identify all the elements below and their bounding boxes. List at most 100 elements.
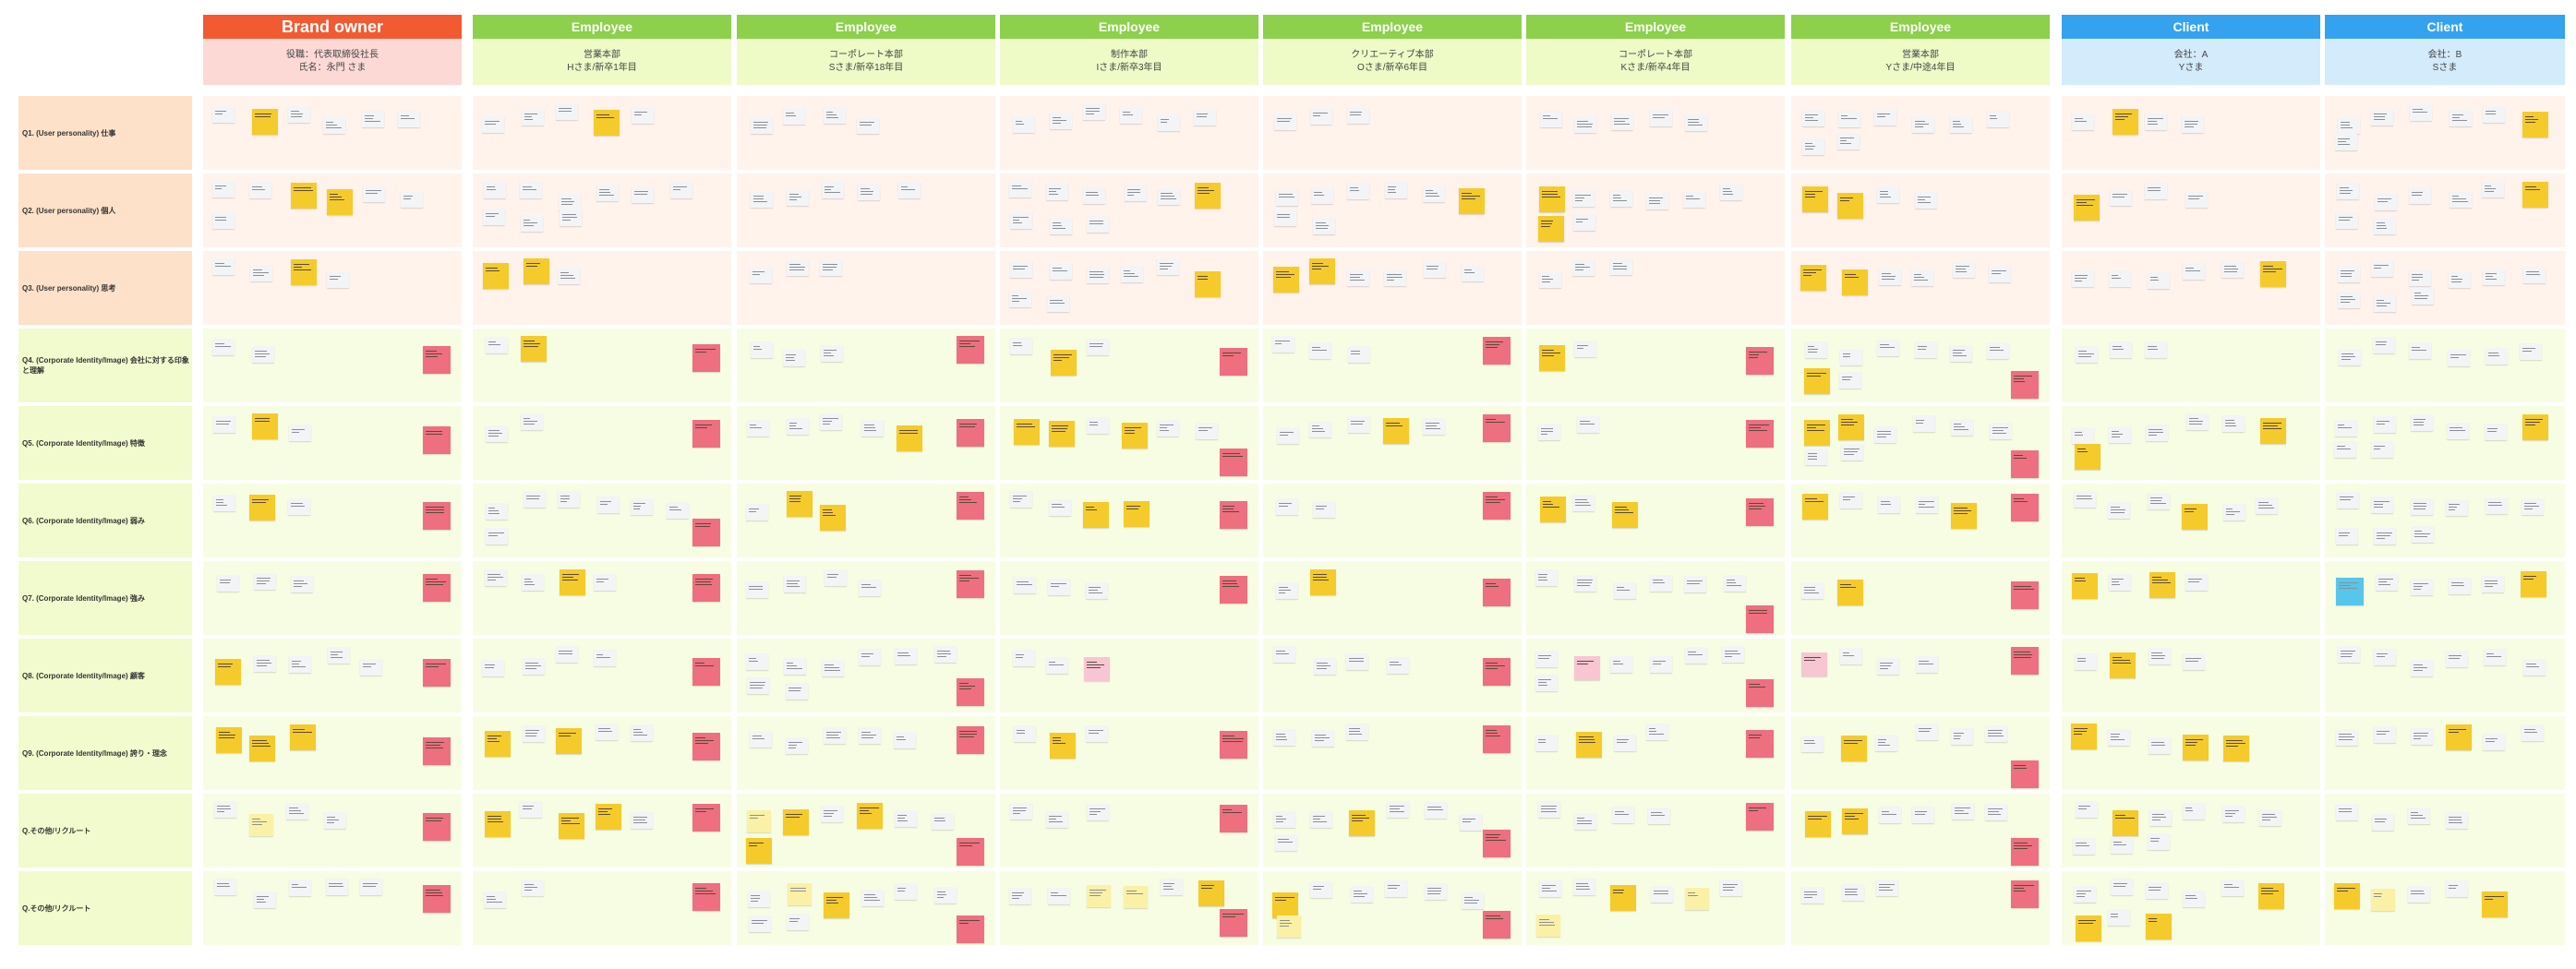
sticky-note[interactable] — [1746, 605, 1774, 633]
sticky-note[interactable] — [250, 265, 272, 281]
column-header[interactable]: Client — [2062, 15, 2320, 39]
answer-cell[interactable] — [473, 251, 731, 325]
sticky-note[interactable] — [597, 496, 620, 513]
sticky-note[interactable] — [1805, 811, 1831, 837]
answer-cell[interactable] — [1526, 484, 1785, 557]
sticky-note[interactable] — [1912, 807, 1934, 823]
sticky-note[interactable] — [1125, 185, 1147, 201]
sticky-note[interactable] — [2483, 106, 2505, 123]
sticky-note[interactable] — [2113, 109, 2138, 135]
sticky-note[interactable] — [2371, 889, 2395, 911]
sticky-note[interactable] — [2183, 803, 2205, 819]
sticky-note[interactable] — [1424, 261, 1446, 278]
sticky-note[interactable] — [254, 891, 276, 908]
sticky-note[interactable] — [1277, 427, 1299, 444]
column-header[interactable]: Client — [2325, 15, 2565, 39]
sticky-note[interactable] — [2450, 191, 2472, 208]
sticky-note[interactable] — [286, 803, 308, 819]
sticky-note[interactable] — [957, 915, 984, 943]
answer-cell[interactable] — [203, 329, 462, 402]
sticky-note[interactable] — [2523, 659, 2546, 676]
sticky-note[interactable] — [1838, 111, 1860, 127]
answer-cell[interactable] — [203, 96, 462, 170]
sticky-note[interactable] — [1950, 116, 1972, 133]
sticky-note[interactable] — [2409, 269, 2431, 286]
sticky-note[interactable] — [2336, 804, 2358, 820]
sticky-note[interactable] — [2521, 571, 2546, 597]
answer-cell[interactable] — [1263, 484, 1522, 557]
answer-cell[interactable] — [1791, 251, 2050, 325]
sticky-note[interactable] — [1574, 341, 1596, 357]
sticky-note[interactable] — [784, 576, 806, 592]
answer-cell[interactable] — [203, 639, 462, 712]
sticky-note[interactable] — [324, 812, 346, 829]
sticky-note[interactable] — [751, 341, 773, 358]
sticky-note[interactable] — [692, 344, 720, 372]
sticky-note[interactable] — [670, 182, 692, 198]
sticky-note[interactable] — [1387, 801, 1409, 818]
sticky-note[interactable] — [1801, 652, 1827, 676]
sticky-note[interactable] — [2011, 450, 2039, 478]
sticky-note[interactable] — [482, 116, 504, 133]
answer-cell[interactable] — [1263, 561, 1522, 635]
sticky-note[interactable] — [1874, 109, 1896, 126]
sticky-note[interactable] — [1050, 733, 1076, 759]
sticky-note[interactable] — [212, 181, 235, 197]
sticky-note[interactable] — [486, 503, 508, 520]
sticky-note[interactable] — [747, 810, 771, 832]
sticky-note[interactable] — [2446, 651, 2468, 667]
answer-cell[interactable] — [2325, 484, 2565, 557]
sticky-note[interactable] — [401, 191, 423, 208]
sticky-note[interactable] — [288, 106, 310, 123]
sticky-note[interactable] — [1124, 886, 1148, 908]
sticky-note[interactable] — [483, 263, 509, 289]
sticky-note[interactable] — [2522, 112, 2548, 138]
sticky-note[interactable] — [521, 215, 543, 232]
sticky-note[interactable] — [2075, 444, 2101, 470]
answer-cell[interactable] — [2062, 173, 2320, 247]
sticky-note[interactable] — [2146, 882, 2168, 899]
sticky-note[interactable] — [1351, 886, 1373, 903]
answer-cell[interactable] — [737, 484, 995, 557]
sticky-note[interactable] — [1220, 501, 1247, 529]
sticky-note[interactable] — [2072, 114, 2094, 130]
sticky-note[interactable] — [2183, 653, 2205, 670]
sticky-note[interactable] — [1220, 909, 1247, 937]
sticky-note[interactable] — [786, 683, 808, 700]
sticky-note[interactable] — [1802, 186, 1828, 212]
sticky-note[interactable] — [1083, 187, 1105, 204]
sticky-note[interactable] — [2337, 492, 2359, 508]
answer-cell[interactable] — [2325, 329, 2565, 402]
sticky-note[interactable] — [484, 891, 506, 908]
column-header[interactable]: Employee — [1263, 15, 1522, 39]
answer-cell[interactable] — [1263, 251, 1522, 325]
sticky-note[interactable] — [1273, 646, 1295, 663]
sticky-note[interactable] — [1309, 342, 1331, 359]
sticky-note[interactable] — [1310, 881, 1332, 898]
answer-cell[interactable] — [2062, 716, 2320, 790]
sticky-note[interactable] — [1310, 108, 1332, 125]
sticky-note[interactable] — [1314, 658, 1336, 675]
sticky-note[interactable] — [692, 733, 720, 760]
sticky-note[interactable] — [1614, 735, 1636, 751]
sticky-note[interactable] — [822, 182, 844, 198]
sticky-note[interactable] — [1610, 258, 1632, 275]
sticky-note[interactable] — [1916, 724, 1938, 740]
sticky-note[interactable] — [957, 492, 984, 520]
sticky-note[interactable] — [2113, 810, 2138, 836]
sticky-note[interactable] — [1051, 350, 1077, 376]
sticky-note[interactable] — [1837, 133, 1860, 150]
sticky-note[interactable] — [747, 420, 769, 437]
sticky-note[interactable] — [2449, 271, 2471, 288]
answer-cell[interactable] — [737, 173, 995, 247]
sticky-note[interactable] — [1951, 728, 1973, 745]
sticky-note[interactable] — [2374, 295, 2396, 312]
answer-cell[interactable] — [737, 639, 995, 712]
sticky-note[interactable] — [894, 732, 916, 748]
answer-cell[interactable] — [1791, 716, 2050, 790]
sticky-note[interactable] — [212, 106, 235, 123]
sticky-note[interactable] — [2011, 581, 2039, 609]
sticky-note[interactable] — [1987, 111, 2009, 127]
sticky-note[interactable] — [2185, 574, 2208, 591]
sticky-note[interactable] — [957, 336, 984, 364]
